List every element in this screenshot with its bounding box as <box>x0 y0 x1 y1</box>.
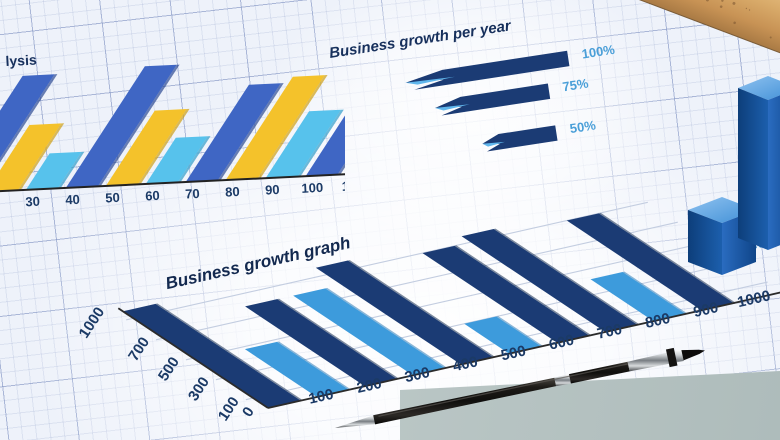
svg-text:Business growth per year: Business growth per year <box>328 17 513 62</box>
svg-text:500: 500 <box>155 354 183 384</box>
svg-text:Business growth graph: Business growth graph <box>164 233 352 293</box>
svg-text:lysis: lysis <box>5 52 37 70</box>
svg-text:0: 0 <box>239 404 258 420</box>
svg-text:90: 90 <box>265 182 280 198</box>
svg-text:100: 100 <box>215 394 243 424</box>
svg-text:30: 30 <box>25 194 40 210</box>
svg-text:1000: 1000 <box>736 287 772 311</box>
svg-text:1000: 1000 <box>76 304 109 341</box>
svg-text:700: 700 <box>125 334 153 364</box>
svg-text:60: 60 <box>145 188 160 204</box>
svg-text:110: 110 <box>341 178 363 194</box>
svg-text:300: 300 <box>185 374 213 404</box>
svg-text:50%: 50% <box>569 117 597 136</box>
svg-text:50: 50 <box>105 190 120 206</box>
svg-text:70: 70 <box>185 186 200 202</box>
svg-text:40: 40 <box>65 192 80 208</box>
svg-text:75%: 75% <box>561 76 589 95</box>
svg-text:100: 100 <box>301 180 323 196</box>
svg-text:100%: 100% <box>581 42 617 62</box>
svg-text:80: 80 <box>225 184 240 200</box>
svg-text:120: 120 <box>381 176 403 192</box>
